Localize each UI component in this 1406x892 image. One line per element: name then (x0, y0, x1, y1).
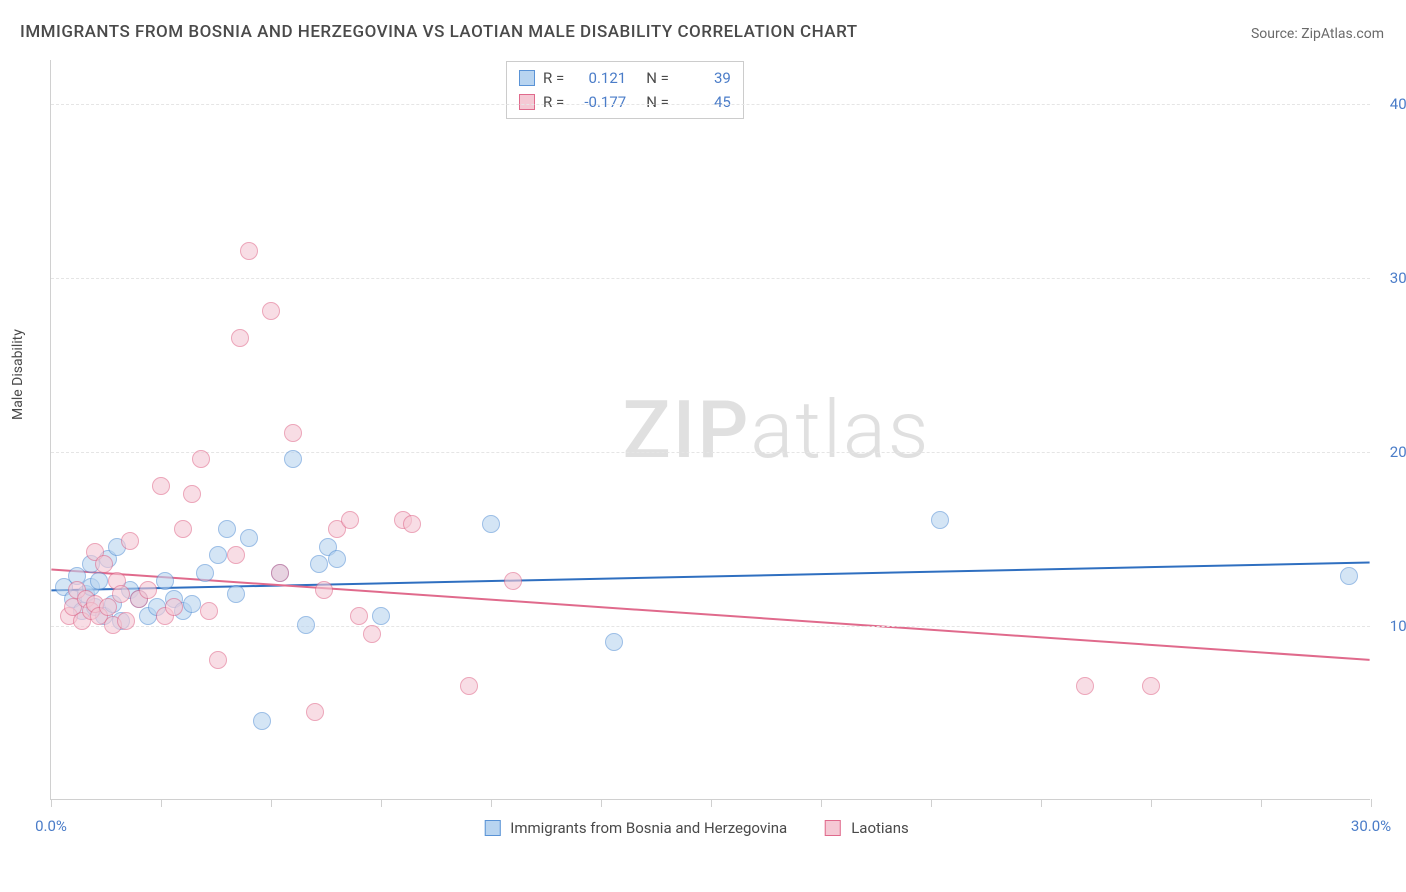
data-point (231, 329, 249, 347)
data-point (174, 520, 192, 538)
data-point (284, 424, 302, 442)
trend-line (51, 563, 1369, 591)
data-point (90, 572, 108, 590)
scatter-plot: ZIPatlas R =0.121N =39R =-0.177N =45 Imm… (50, 60, 1370, 800)
data-point (139, 581, 157, 599)
data-point (1340, 567, 1358, 585)
data-point (262, 302, 280, 320)
data-point (1142, 677, 1160, 695)
data-point (112, 585, 130, 603)
data-point (95, 555, 113, 573)
data-point (605, 633, 623, 651)
r-value: -0.177 (576, 93, 626, 111)
legend-label: Immigrants from Bosnia and Herzegovina (510, 819, 787, 837)
x-tick (1151, 799, 1152, 807)
n-label: N = (646, 93, 669, 111)
x-tick (821, 799, 822, 807)
data-point (240, 242, 258, 260)
data-point (403, 515, 421, 533)
data-point (297, 616, 315, 634)
x-tick (1261, 799, 1262, 807)
data-point (209, 651, 227, 669)
x-tick-label: 0.0% (35, 817, 67, 835)
data-point (121, 532, 139, 550)
x-tick (601, 799, 602, 807)
legend-label: Laotians (851, 819, 909, 837)
legend: Immigrants from Bosnia and Herzegovina La… (484, 819, 937, 837)
data-point (196, 564, 214, 582)
x-tick (1371, 799, 1372, 807)
gridline (51, 452, 1370, 453)
legend-swatch (484, 820, 500, 836)
data-point (315, 581, 333, 599)
y-tick-label: 40.0% (1390, 95, 1406, 113)
x-tick-label: 30.0% (1351, 817, 1391, 835)
x-tick (931, 799, 932, 807)
data-point (165, 598, 183, 616)
x-tick (381, 799, 382, 807)
data-point (310, 555, 328, 573)
correlation-row: R = 0.121 N = 39 (519, 66, 731, 90)
data-point (156, 572, 174, 590)
data-point (192, 450, 210, 468)
data-point (504, 572, 522, 590)
data-point (152, 477, 170, 495)
legend-swatch (825, 820, 841, 836)
data-point (209, 546, 227, 564)
gridline (51, 626, 1370, 627)
data-point (931, 511, 949, 529)
data-point (227, 585, 245, 603)
x-tick (271, 799, 272, 807)
data-point (271, 564, 289, 582)
source-attribution: Source: ZipAtlas.com (1251, 26, 1384, 42)
data-point (218, 520, 236, 538)
data-point (306, 703, 324, 721)
data-point (240, 529, 258, 547)
x-tick (51, 799, 52, 807)
data-point (341, 511, 359, 529)
data-point (227, 546, 245, 564)
data-point (363, 625, 381, 643)
r-label: R = (543, 69, 564, 87)
n-label: N = (646, 69, 669, 87)
data-point (117, 612, 135, 630)
data-point (183, 595, 201, 613)
x-tick (491, 799, 492, 807)
gridline (51, 278, 1370, 279)
data-point (1076, 677, 1094, 695)
data-point (200, 602, 218, 620)
y-tick-label: 20.0% (1390, 443, 1406, 461)
x-tick (711, 799, 712, 807)
r-value: 0.121 (576, 69, 626, 87)
n-value: 39 (681, 69, 731, 87)
chart-title: IMMIGRANTS FROM BOSNIA AND HERZEGOVINA V… (20, 22, 858, 42)
watermark: ZIPatlas (622, 383, 930, 477)
series-swatch (519, 94, 535, 110)
correlation-box: R = 0.121 N = 39 R = -0.177 N = 45 (506, 61, 744, 119)
y-axis-label: Male Disability (10, 329, 26, 420)
y-tick-label: 30.0% (1390, 269, 1406, 287)
data-point (328, 550, 346, 568)
data-point (460, 677, 478, 695)
correlation-row: R = -0.177 N = 45 (519, 90, 731, 114)
trend-lines (51, 60, 1370, 799)
trend-line (51, 569, 1369, 659)
r-label: R = (543, 93, 564, 111)
data-point (284, 450, 302, 468)
gridline (51, 104, 1370, 105)
n-value: 45 (681, 93, 731, 111)
data-point (99, 598, 117, 616)
series-swatch (519, 70, 535, 86)
data-point (183, 485, 201, 503)
x-tick (161, 799, 162, 807)
data-point (372, 607, 390, 625)
data-point (482, 515, 500, 533)
y-tick-label: 10.0% (1390, 617, 1406, 635)
data-point (253, 712, 271, 730)
x-tick (1041, 799, 1042, 807)
data-point (350, 607, 368, 625)
